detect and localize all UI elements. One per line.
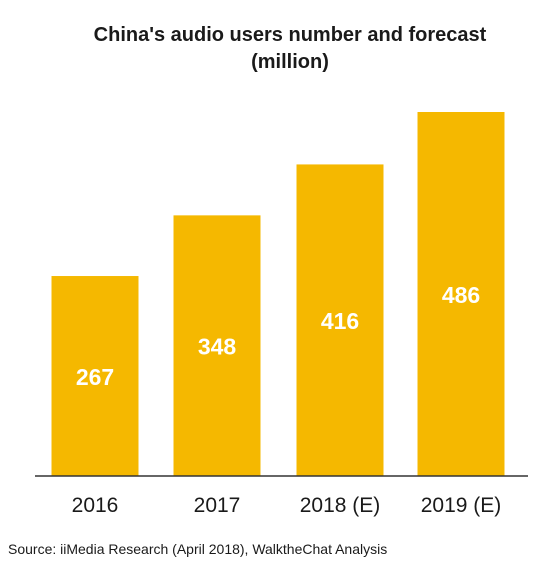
bars-group — [51, 112, 505, 476]
tick-labels-group: 2016 2017 2018 (E) 2019 (E) — [72, 494, 502, 517]
chart-title: China's audio users number and forecast … — [0, 22, 536, 76]
bar-2 — [173, 215, 261, 476]
bar-1 — [51, 276, 139, 476]
x-tick-label-1: 2016 — [72, 494, 119, 517]
x-tick-label-3: 2018 (E) — [300, 494, 381, 517]
bar-3 — [296, 164, 384, 476]
x-tick-label-4: 2019 (E) — [421, 494, 502, 517]
bar-4 — [417, 112, 505, 476]
chart-title-line-2: (million) — [251, 51, 329, 73]
source-note: Source: iiMedia Research (April 2018), W… — [8, 541, 388, 557]
chart-title-line-1: China's audio users number and forecast — [93, 24, 487, 46]
value-label-4: 486 — [442, 282, 480, 308]
x-tick-label-2: 2017 — [194, 494, 241, 517]
value-labels-group: 267 348 416 486 — [76, 282, 480, 390]
value-label-3: 416 — [321, 308, 359, 334]
value-label-1: 267 — [76, 364, 114, 390]
value-label-2: 348 — [198, 334, 237, 360]
